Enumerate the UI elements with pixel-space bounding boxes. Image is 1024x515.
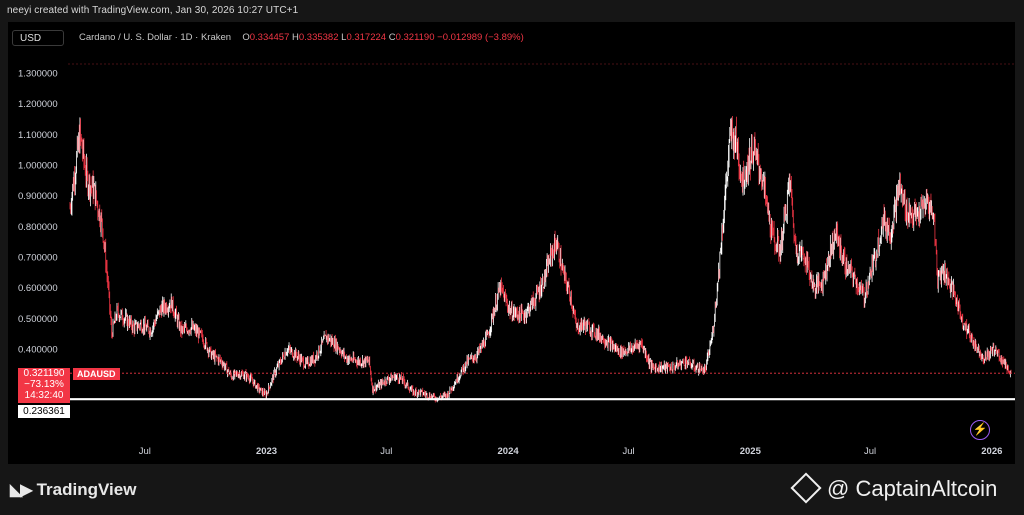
change-percent: −73.13% [24,379,64,390]
close-label: C [388,32,396,43]
y-axis: 1.300000 1.200000 1.100000 1.000000 0.900000… [18,69,58,356]
chart-panel[interactable] [8,22,1015,464]
tradingview-logo: ◣▶ TradingView [10,480,136,500]
y-tick-label: 1.000000 [18,161,58,172]
diamond-icon [790,472,822,504]
tradingview-mark-icon: ◣▶ [10,482,33,499]
captainaltcoin-watermark: @ CaptainAltcoin [790,472,998,504]
y-tick-label: 0.400000 [18,345,58,356]
symbol-description[interactable]: Cardano / U. S. Dollar · 1D · Kraken [79,32,232,43]
y-tick-label: 0.900000 [18,191,58,202]
price-series [69,115,1012,403]
y-tick-label: 1.200000 [18,99,58,110]
open-label: O [242,32,250,43]
x-tick-label: 2026 [981,446,1002,457]
x-tick-label: 2025 [740,446,762,457]
watermark-text: @ CaptainAltcoin [827,476,998,501]
y-tick-label: 0.800000 [18,222,58,233]
x-tick-label: 2023 [256,446,277,457]
x-tick-label: Jul [139,446,151,457]
low-label: L [341,32,347,43]
attribution-text: neeyi created with TradingView.com, Jan … [7,5,299,16]
symbol-legend: Cardano / U. S. Dollar · 1D · Kraken O0.… [79,32,524,43]
x-tick-label: Jul [380,446,392,457]
y-tick-label: 0.500000 [18,314,58,325]
currency-button[interactable]: USD [12,30,64,46]
close-value: 0.321190 [395,32,435,43]
line-level-badge: 0.236361 [18,405,70,418]
change-value: −0.012989 (−3.89%) [437,32,524,43]
y-tick-label: 1.100000 [18,130,58,141]
last-price-badge: 0.321190 −73.13% 14:32:40 [18,368,70,403]
bar-countdown: 14:32:40 [24,390,64,401]
high-value: 0.335382 [298,32,339,43]
y-tick-label: 0.700000 [18,253,58,264]
y-tick-label: 1.300000 [18,69,58,80]
x-tick-label: 2024 [498,446,520,457]
lightning-icon[interactable]: ⚡ [970,420,990,440]
y-tick-label: 0.600000 [18,283,58,294]
x-tick-label: Jul [622,446,634,457]
price-chart[interactable]: 1.300000 1.200000 1.100000 1.000000 0.900000… [8,22,1015,464]
low-value: 0.317224 [346,32,387,43]
symbol-tag: ADAUSD [73,368,120,380]
x-tick-label: Jul [864,446,876,457]
open-value: 0.334457 [249,32,290,43]
tradingview-logo-text: TradingView [36,480,137,499]
x-axis: Jul 2023 Jul 2024 Jul 2025 Jul 2026 [139,446,1003,457]
high-label: H [292,32,299,43]
last-price-value: 0.321190 [23,368,65,379]
